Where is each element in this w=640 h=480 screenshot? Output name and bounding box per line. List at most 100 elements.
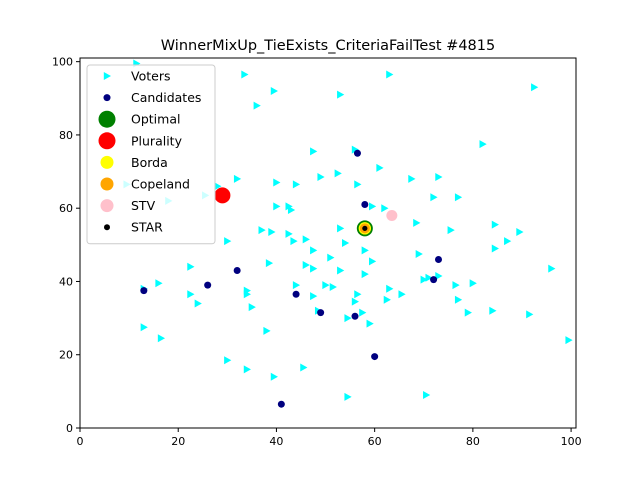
legend: Voters Candidates Optimal Plurality Borda Cop…	[86, 64, 216, 245]
candidates-point	[233, 266, 241, 274]
voters-point	[361, 246, 369, 255]
voters-point	[516, 228, 524, 237]
y-tick-label: 100	[52, 56, 73, 69]
voters-point	[248, 303, 256, 312]
legend-marker-plurality	[98, 132, 116, 150]
voters-point	[157, 334, 166, 343]
voters-point	[224, 356, 232, 365]
voters-point	[273, 178, 281, 187]
legend-label-plurality: Plurality	[131, 133, 183, 148]
voters-point	[420, 275, 428, 284]
voters-point	[268, 228, 276, 237]
voters-point	[565, 336, 573, 345]
voters-point	[381, 204, 389, 213]
voters-point	[233, 174, 242, 183]
voters-point	[504, 237, 512, 246]
voters-point	[359, 308, 367, 317]
voters-point	[361, 270, 369, 279]
voters-point	[273, 202, 281, 211]
voters-point	[386, 284, 394, 293]
voters-point	[337, 266, 345, 275]
voters-point	[491, 244, 499, 253]
y-tick-label: 80	[59, 129, 73, 142]
voters-point	[317, 173, 325, 182]
candidates-point	[434, 255, 442, 263]
voters-point	[292, 180, 301, 189]
voters-point	[187, 290, 195, 299]
legend-label-candidates: Candidates	[131, 90, 201, 105]
candidates-point	[361, 201, 369, 209]
x-tick-label: 60	[368, 435, 382, 448]
voters-point	[368, 202, 377, 211]
voters-point	[398, 290, 406, 299]
voters-point	[310, 147, 318, 156]
x-tick-label: 80	[466, 435, 480, 448]
chart-title: WinnerMixUp_TieExists_CriteriaFailTest #…	[161, 38, 495, 54]
legend-label-voters: Voters	[131, 69, 170, 84]
voters-point	[194, 299, 202, 308]
voters-point	[383, 295, 391, 304]
voters-point	[310, 292, 318, 301]
voters-point	[214, 182, 222, 191]
x-axis: 0 20 40 60 80 100	[77, 428, 582, 448]
candidates-point	[371, 353, 379, 361]
y-axis: 0 20 40 60 80 100	[52, 56, 80, 435]
candidates-point	[317, 309, 325, 317]
y-tick-label: 60	[59, 202, 73, 215]
voters-point	[265, 259, 274, 268]
voters-point	[253, 101, 261, 110]
voters-point	[300, 363, 308, 372]
x-tick-label: 0	[77, 435, 84, 448]
voters-point	[270, 86, 278, 95]
voters-point	[351, 145, 360, 154]
voters-point	[454, 193, 463, 202]
voters-point	[310, 246, 318, 255]
voters-point	[435, 271, 443, 280]
data-points	[123, 59, 573, 408]
voters-point	[489, 306, 497, 315]
legend-label-stv: STV	[131, 198, 156, 213]
voters-point	[386, 70, 394, 79]
voters-point	[447, 226, 455, 235]
voters-point	[155, 279, 163, 288]
voters-point	[526, 310, 534, 319]
voters-point	[334, 169, 342, 178]
legend-marker-star	[104, 224, 110, 231]
voters-point	[337, 224, 345, 233]
plot-border	[79, 57, 577, 429]
voters-point	[452, 281, 460, 290]
voters-point	[285, 202, 293, 211]
voters-point	[224, 237, 232, 246]
voters-point	[344, 314, 352, 323]
legend-marker-copeland	[100, 177, 114, 191]
legend-marker-borda	[100, 155, 114, 169]
voters-point	[243, 290, 251, 299]
legend-label-copeland: Copeland	[131, 177, 190, 192]
voters-point	[454, 295, 463, 304]
voters-point	[270, 372, 278, 381]
voters-point	[479, 140, 487, 149]
voters-point	[366, 319, 374, 328]
voters-point	[302, 260, 310, 269]
legend-label-optimal: Optimal	[131, 112, 180, 127]
voters-point	[290, 237, 298, 246]
voters-point	[376, 163, 384, 172]
voters-point	[341, 239, 350, 247]
legend-label-star: STAR	[131, 220, 163, 235]
plurality-winner-point	[214, 187, 231, 204]
candidates-point	[277, 400, 285, 408]
legend-marker-optimal	[98, 110, 116, 128]
voters-point	[292, 281, 301, 290]
y-tick-label: 40	[59, 275, 73, 288]
star-winner-point	[362, 225, 368, 231]
voters-point	[302, 235, 310, 244]
voters-point	[368, 257, 377, 266]
voters-point	[258, 226, 266, 235]
voters-point	[413, 218, 421, 227]
voters-point	[329, 282, 337, 291]
voters-point	[435, 173, 443, 182]
candidates-point	[140, 287, 148, 295]
voters-point	[344, 392, 352, 401]
voters-point	[423, 391, 431, 400]
